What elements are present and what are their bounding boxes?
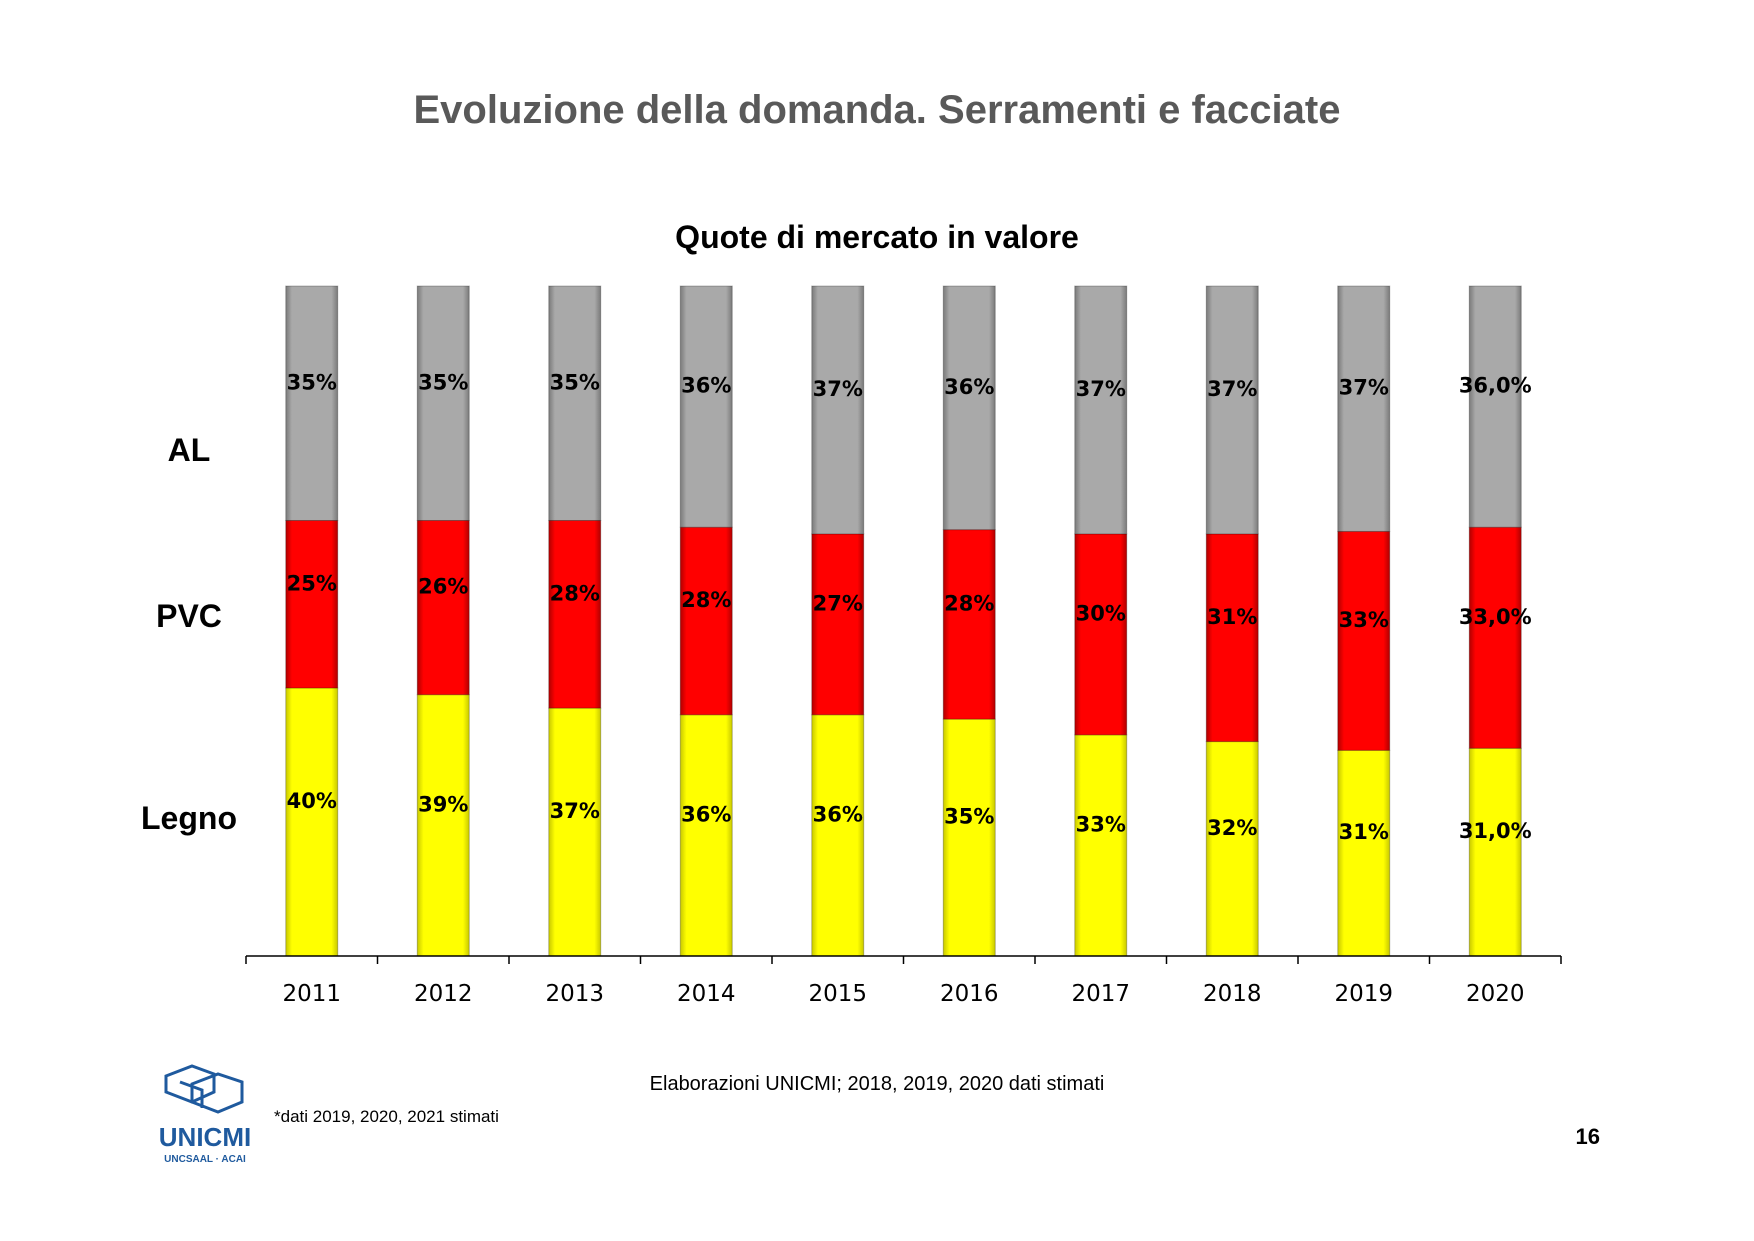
bar-legno-2017 [1074,734,1128,957]
tick-label-2012: 2012 [414,981,473,1007]
series-label-al: AL [167,432,211,468]
bar-al-2017 [1074,285,1128,535]
data-label-legno-2014: 36% [681,802,731,826]
tick-label-2015: 2015 [808,981,867,1007]
bar-legno-2020 [1468,747,1522,957]
bar-legno-2012 [416,694,470,957]
data-label-legno-2019: 31% [1339,820,1389,844]
bar-pvc-2017 [1074,533,1128,736]
bar-pvc-2013 [548,520,602,709]
data-label-pvc-2013: 28% [550,581,600,605]
data-label-pvc-2016: 28% [944,591,994,615]
unicmi-logo: UNICMI UNCSAAL · ACAI [150,1062,260,1172]
bar-pvc-2015 [811,533,865,716]
series-label-legno: Legno [141,800,237,836]
bar-legno-2014 [679,714,733,957]
bar-legno-2015 [811,714,865,957]
data-label-al-2014: 36% [681,374,731,398]
data-label-legno-2015: 36% [813,802,863,826]
data-label-pvc-2017: 30% [1076,601,1126,625]
tick-label-2016: 2016 [940,981,999,1007]
bar-al-2020 [1468,285,1522,528]
tick-label-2017: 2017 [1071,981,1130,1007]
logo-name: UNICMI [158,1122,252,1152]
bar-legno-2018 [1205,741,1259,957]
data-label-legno-2020: 31,0% [1459,819,1532,843]
data-label-legno-2012: 39% [418,792,468,816]
x-axis: 2011 2012 2013 2014 2015 2016 2017 2018 2019 2020 [245,955,1562,1007]
data-label-pvc-2019: 33% [1339,608,1389,632]
tick-label-2018: 2018 [1203,981,1262,1007]
data-label-legno-2017: 33% [1076,812,1126,836]
bar-al-2011 [285,285,339,521]
data-label-pvc-2018: 31% [1207,605,1257,629]
bar-al-2018 [1205,285,1259,535]
logo-subtitle: UNCSAAL · ACAI [164,1154,246,1165]
data-label-al-2017: 37% [1076,377,1126,401]
bars-group: 40% 25% 35% 39% 26% 35% 37% 28% 35% 36% 28% 36% 36% 2… [285,285,1532,957]
logo-mark-icon [164,1064,244,1114]
data-label-pvc-2014: 28% [681,588,731,612]
tick-label-2020: 2020 [1466,981,1525,1007]
bar-al-2012 [416,285,470,521]
data-label-al-2018: 37% [1207,377,1257,401]
page-number: 16 [1575,1124,1600,1149]
data-label-al-2013: 35% [550,370,600,394]
data-label-al-2011: 35% [287,370,337,394]
tick-label-2013: 2013 [545,981,604,1007]
data-label-pvc-2015: 27% [813,591,863,615]
data-label-pvc-2012: 26% [418,575,468,599]
bar-pvc-2011 [285,520,339,689]
bar-legno-2011 [285,687,339,957]
bar-pvc-2018 [1205,533,1259,743]
bar-al-2016 [942,285,996,531]
source-note: Elaborazioni UNICMI; 2018, 2019, 2020 da… [649,1073,1105,1095]
footnote: *dati 2019, 2020, 2021 stimati [274,1107,499,1126]
bar-legno-2019 [1337,749,1391,957]
data-label-al-2019: 37% [1339,376,1389,400]
data-label-pvc-2011: 25% [287,571,337,595]
bar-pvc-2016 [942,529,996,720]
tick-label-2019: 2019 [1334,981,1393,1007]
tick-label-2011: 2011 [282,981,341,1007]
bar-pvc-2012 [416,520,470,696]
data-label-legno-2013: 37% [550,799,600,823]
bar-al-2019 [1337,285,1391,532]
bar-al-2014 [679,285,733,528]
page-title: Evoluzione della domanda. Serramenti e f… [413,88,1341,132]
bar-pvc-2019 [1337,530,1391,751]
data-label-al-2016: 36% [944,375,994,399]
chart-title: Quote di mercato in valore [675,219,1079,255]
bar-legno-2013 [548,707,602,957]
data-label-al-2015: 37% [813,377,863,401]
series-label-pvc: PVC [156,598,222,634]
data-label-legno-2018: 32% [1207,816,1257,840]
bar-al-2015 [811,285,865,535]
bar-legno-2016 [942,718,996,957]
tick-label-2014: 2014 [677,981,736,1007]
data-label-legno-2016: 35% [944,805,994,829]
bar-pvc-2020 [1468,526,1522,749]
bar-pvc-2014 [679,526,733,716]
data-label-legno-2011: 40% [287,789,337,813]
bar-al-2013 [548,285,602,521]
data-label-al-2020: 36,0% [1459,374,1532,398]
data-label-al-2012: 35% [418,370,468,394]
data-label-pvc-2020: 33,0% [1459,605,1532,629]
